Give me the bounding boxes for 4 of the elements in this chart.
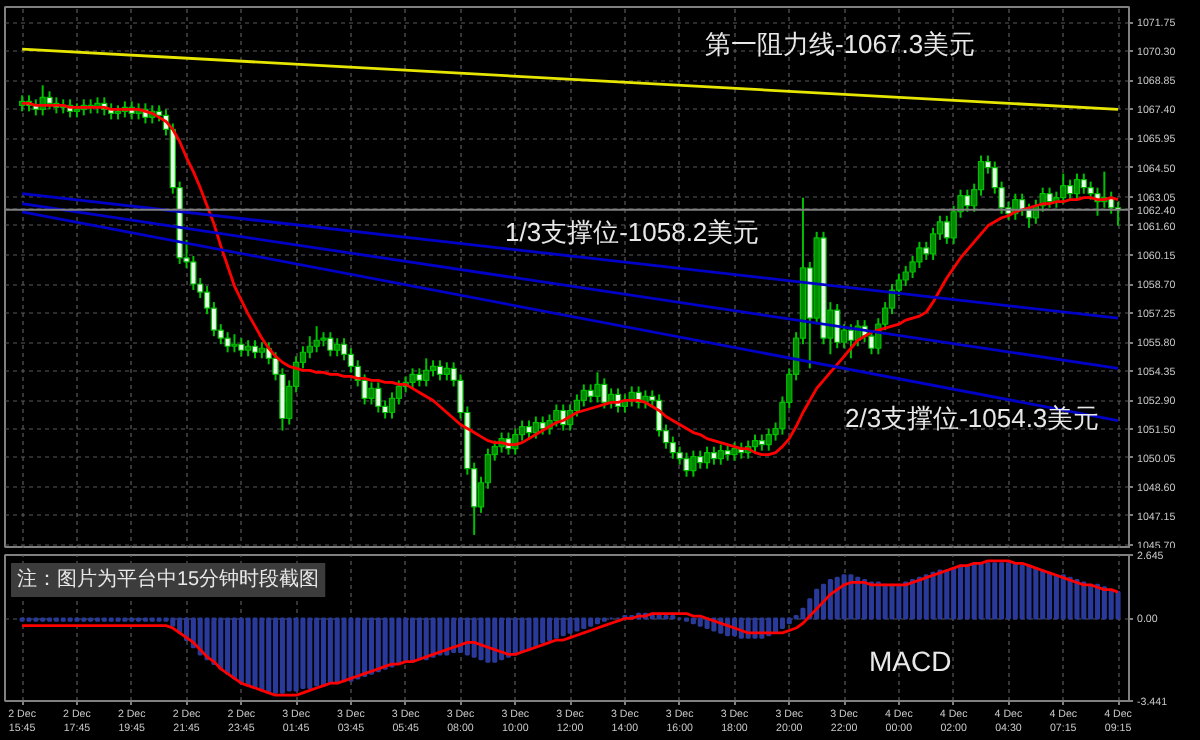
annotation: 注：图片为平台中15分钟时段截图 — [17, 567, 320, 591]
annotation: 第一阻力线-1067.3美元 — [705, 29, 976, 59]
annotation: MACD — [869, 645, 952, 677]
annotation: 1/3支撑位-1058.2美元 — [505, 217, 760, 247]
